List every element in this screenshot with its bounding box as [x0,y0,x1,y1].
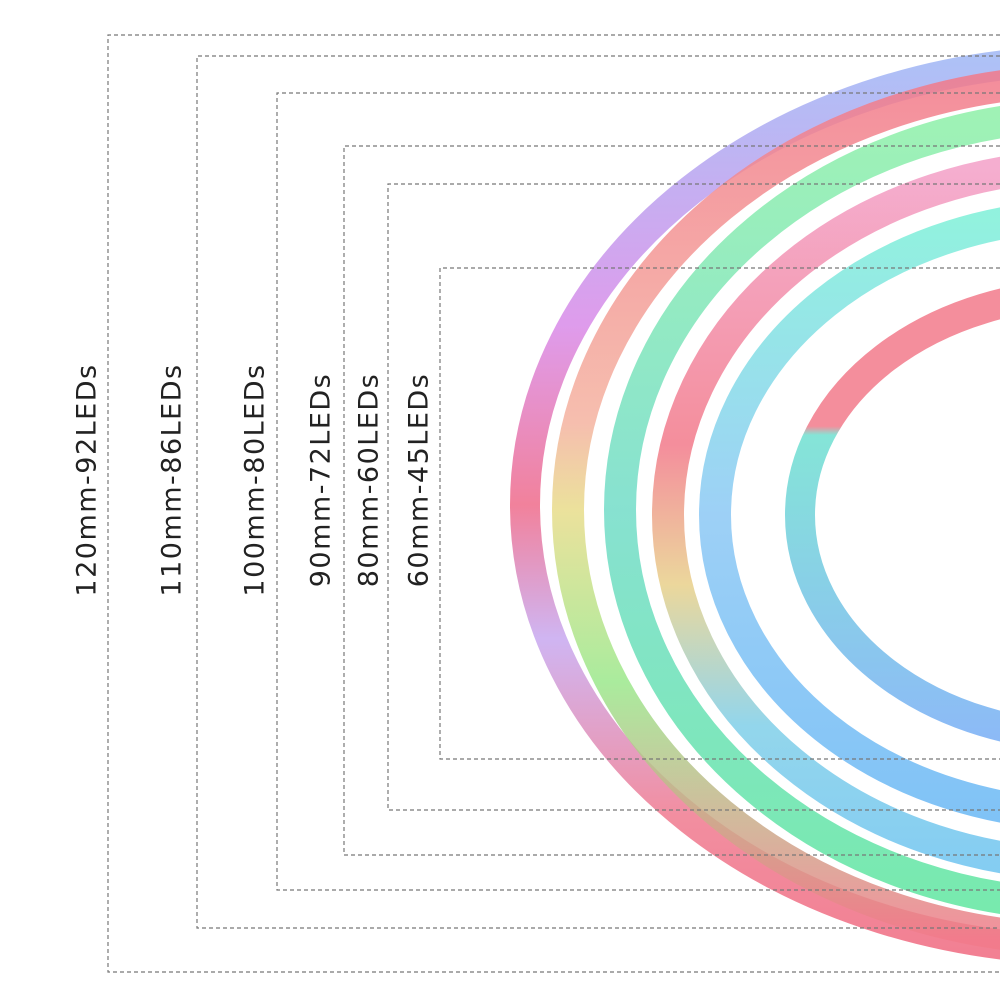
dimension-line [196,55,1000,929]
ring [552,70,1000,950]
ring [699,207,1000,823]
size-label: 120mm-92LEDs [72,363,103,596]
size-label: 110mm-86LEDs [157,363,188,596]
ring [604,106,1000,914]
led-rings [510,50,1000,960]
size-label: 90mm-72LEDs [306,373,337,588]
dimension-line [343,145,1000,856]
dimension-line [107,34,1000,973]
ring [652,156,1000,874]
size-label: 80mm-60LEDs [354,373,385,588]
dimension-line [387,183,1000,811]
dimension-line [276,92,1000,891]
dimension-line [439,267,1000,760]
dimension-brackets: 120mm-92LEDs 110mm-86LEDs 100mm-80LEDs 90mm… [67,34,1000,973]
ring [510,50,1000,960]
size-label: 60mm-45LEDs [404,373,435,588]
ring [785,288,1000,742]
size-label: 100mm-80LEDs [240,363,271,596]
